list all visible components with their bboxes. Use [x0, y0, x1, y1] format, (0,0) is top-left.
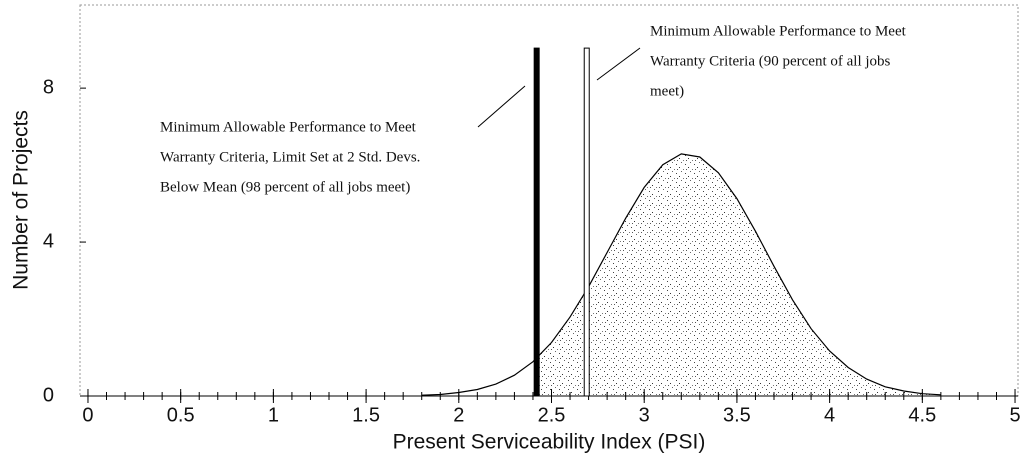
limit-marker [533, 47, 540, 397]
x-tick-label: 3 [639, 404, 650, 426]
x-tick-label: 2 [453, 404, 464, 426]
x-tick-label: 4.5 [908, 404, 936, 426]
distribution-curve [421, 153, 941, 396]
shaded-area [536, 153, 941, 396]
x-tick-label: 3.5 [723, 404, 751, 426]
annotation: Warranty Criteria, Limit Set at 2 Std. D… [160, 149, 420, 165]
x-tick-label: 4 [824, 404, 835, 426]
leader-line [596, 47, 641, 81]
y-axis-title: Number of Projects [10, 110, 33, 290]
x-tick-label: 0 [82, 404, 93, 426]
plot [421, 153, 941, 396]
x-tick-label: 1 [268, 404, 279, 426]
y-tick-label: 4 [43, 230, 54, 252]
limit-marker [583, 47, 590, 397]
x-tick-label: 0.5 [167, 404, 195, 426]
leader-line [477, 85, 526, 128]
y-tick-label: 8 [43, 76, 54, 98]
x-tick-label: 2.5 [538, 404, 566, 426]
annotation: Minimum Allowable Performance to Meet [650, 23, 907, 39]
x-axis-title: Present Serviceability Index (PSI) [393, 431, 706, 454]
x-tick-label: 5 [1009, 404, 1020, 426]
x-tick-label: 1.5 [352, 404, 380, 426]
annotation: Minimum Allowable Performance to Meet [160, 119, 417, 135]
annotation: Warranty Criteria (90 percent of all job… [650, 53, 891, 69]
annotation: Below Mean (98 percent of all jobs meet) [160, 179, 410, 195]
y-tick-label: 0 [43, 384, 54, 406]
annotation: meet) [650, 83, 684, 99]
